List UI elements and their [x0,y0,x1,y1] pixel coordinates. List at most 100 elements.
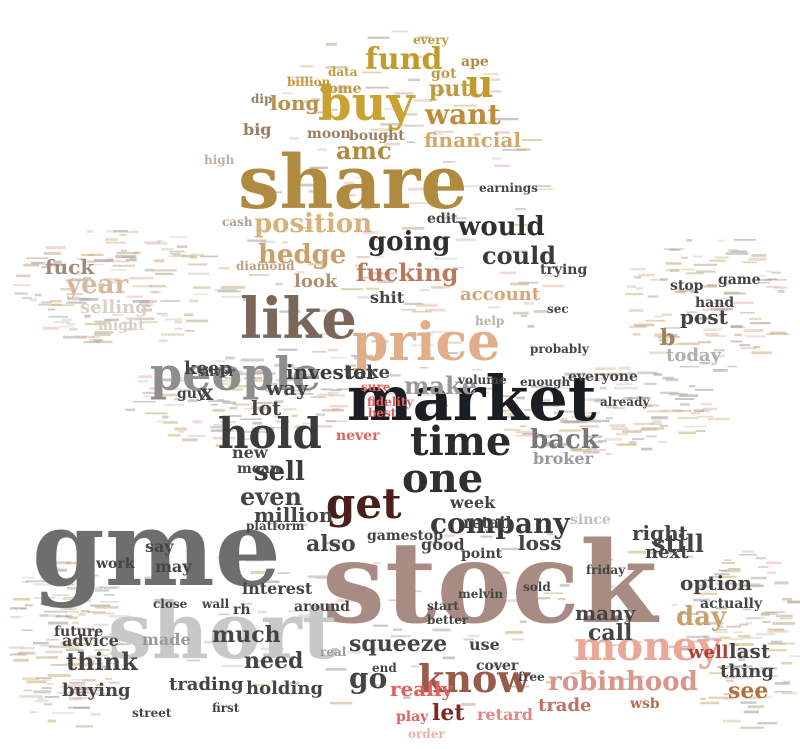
word-well: well [687,642,729,663]
filler-mark [739,623,748,626]
word-every: every [413,33,450,47]
filler-mark [178,403,185,407]
word-rh: rh [233,602,251,618]
filler-mark [298,614,321,618]
filler-mark [160,393,181,397]
filler-mark [44,696,60,698]
filler-mark [60,641,81,645]
filler-mark [585,415,596,418]
filler-mark [716,665,725,669]
filler-mark [169,236,187,238]
filler-mark [244,408,268,410]
filler-mark [78,691,93,694]
filler-mark [583,435,593,438]
filler-mark [783,680,791,683]
filler-mark [581,419,601,423]
filler-mark [92,336,101,338]
filler-mark [25,580,49,583]
filler-mark [354,356,373,360]
filler-mark [60,607,73,610]
filler-mark [125,408,136,411]
filler-mark [285,376,295,380]
filler-mark [631,438,645,441]
filler-mark [93,339,103,342]
filler-mark [265,389,281,392]
filler-mark [756,278,772,282]
word-sec: sec [547,302,569,316]
filler-mark [176,245,188,249]
filler-mark [13,598,30,601]
filler-mark [308,575,329,578]
filler-mark [510,282,529,286]
filler-mark [105,635,124,638]
filler-mark [13,284,31,286]
word-fucking: fucking [356,258,459,287]
filler-mark [695,429,706,432]
filler-mark [734,239,756,241]
filler-mark [22,297,32,299]
filler-mark [527,325,535,328]
word-share: share [238,140,467,226]
filler-mark [693,263,718,266]
filler-mark [759,282,770,284]
filler-mark [774,682,790,685]
filler-mark [308,166,328,169]
filler-mark [45,246,66,250]
filler-mark [167,434,181,437]
filler-mark [139,302,153,306]
filler-mark [609,424,627,428]
filler-mark [372,562,381,565]
filler-mark [33,641,49,645]
filler-mark [187,263,208,266]
word-around: around [294,599,350,615]
filler-mark [59,692,76,695]
filler-mark [647,295,659,298]
filler-mark [767,628,785,631]
filler-mark [304,99,319,103]
filler-mark [174,388,198,391]
filler-mark [760,667,778,670]
filler-mark [712,369,728,372]
filler-mark [294,392,314,395]
filler-mark [132,400,156,403]
filler-mark [413,99,433,102]
filler-mark [247,239,267,242]
filler-mark [100,600,120,603]
filler-mark [425,308,446,312]
filler-mark [544,274,560,277]
filler-mark [317,393,335,396]
filler-mark [69,681,85,684]
filler-mark [674,291,686,294]
filler-mark [692,353,699,356]
filler-mark [362,276,372,279]
filler-mark [491,664,504,668]
word-mean: mean [237,461,280,477]
filler-mark [479,673,495,675]
filler-mark [54,561,71,565]
filler-mark [127,295,143,298]
filler-mark [522,433,539,436]
word-play: play [396,709,429,725]
filler-mark [351,354,374,358]
filler-mark [787,600,800,604]
filler-mark [532,597,551,600]
filler-mark [312,351,326,353]
filler-mark [48,656,58,659]
filler-mark [295,425,312,428]
filler-mark [686,238,693,242]
filler-mark [330,356,346,359]
filler-mark [36,562,55,565]
filler-mark [250,571,271,574]
filler-mark [546,533,554,536]
filler-mark [749,671,762,673]
word-stock: stock [322,518,660,649]
filler-mark [51,604,66,608]
filler-mark [739,654,748,657]
filler-mark [407,141,415,144]
filler-mark [65,614,73,618]
filler-mark [707,302,727,305]
filler-mark [685,272,704,275]
filler-mark [542,284,564,288]
filler-mark [220,366,238,370]
filler-mark [519,425,527,428]
